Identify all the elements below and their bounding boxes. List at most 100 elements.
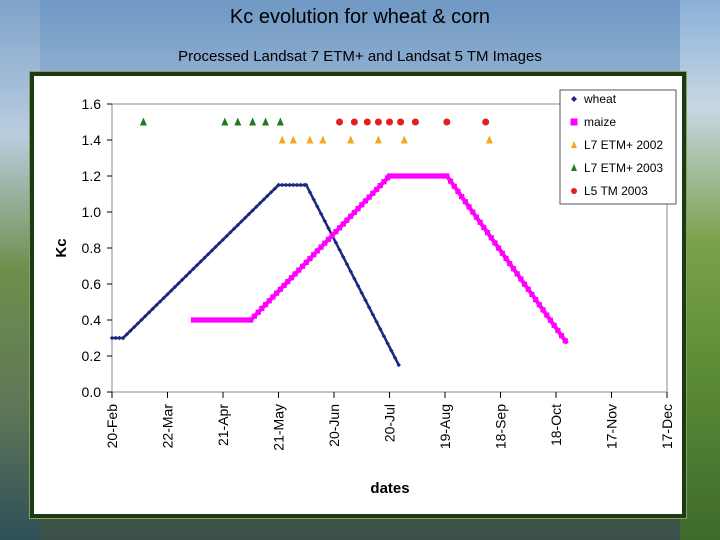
legend-label: wheat bbox=[583, 92, 617, 106]
data-point bbox=[389, 348, 394, 353]
data-point bbox=[304, 182, 309, 188]
data-point bbox=[255, 309, 261, 315]
y-tick-label: 0.6 bbox=[82, 276, 102, 292]
x-tick-label: 19-Aug bbox=[437, 404, 453, 449]
data-point bbox=[525, 286, 531, 292]
data-point bbox=[344, 262, 350, 267]
data-point bbox=[370, 312, 376, 317]
data-point bbox=[318, 244, 324, 250]
page-title: Kc evolution for wheat & corn bbox=[229, 6, 491, 28]
data-point bbox=[202, 255, 207, 261]
y-tick-label: 0.8 bbox=[82, 240, 102, 256]
legend-marker bbox=[571, 141, 577, 148]
data-point bbox=[333, 229, 339, 235]
data-point bbox=[296, 267, 302, 273]
data-point bbox=[132, 324, 137, 330]
data-point bbox=[190, 317, 196, 323]
data-point bbox=[374, 319, 379, 324]
data-point bbox=[169, 288, 174, 293]
data-point bbox=[344, 217, 350, 223]
data-point bbox=[319, 135, 327, 144]
data-point bbox=[220, 317, 226, 323]
data-point bbox=[411, 118, 419, 126]
x-tick-label: 17-Nov bbox=[604, 404, 620, 449]
data-point bbox=[348, 269, 353, 274]
data-point bbox=[423, 173, 430, 179]
data-point bbox=[326, 226, 331, 231]
data-point bbox=[228, 230, 233, 235]
data-point bbox=[276, 117, 284, 126]
data-point bbox=[180, 277, 185, 282]
data-point bbox=[243, 215, 248, 220]
data-point bbox=[161, 295, 166, 301]
data-point bbox=[294, 182, 300, 188]
data-point bbox=[224, 317, 230, 323]
data-point bbox=[303, 259, 309, 265]
data-point bbox=[551, 322, 557, 328]
data-point bbox=[377, 183, 383, 189]
data-point bbox=[221, 117, 229, 126]
x-tick-label: 17-Dec bbox=[659, 404, 675, 449]
y-tick-label: 0.2 bbox=[82, 348, 102, 364]
data-point bbox=[157, 299, 163, 304]
data-point bbox=[337, 247, 342, 252]
data-point bbox=[481, 224, 487, 231]
data-point bbox=[482, 118, 490, 126]
data-point bbox=[314, 248, 320, 254]
data-point bbox=[485, 135, 493, 144]
data-point bbox=[386, 173, 393, 179]
data-point bbox=[227, 317, 233, 323]
data-point bbox=[496, 245, 502, 251]
data-point bbox=[366, 194, 372, 200]
data-point bbox=[220, 237, 226, 242]
data-point bbox=[311, 197, 316, 202]
data-point bbox=[288, 275, 295, 281]
data-point bbox=[381, 334, 387, 339]
data-point bbox=[333, 240, 339, 245]
data-point bbox=[128, 328, 133, 333]
data-point bbox=[470, 209, 476, 215]
data-point bbox=[191, 266, 196, 271]
legend-marker bbox=[571, 96, 577, 102]
data-point bbox=[355, 283, 361, 288]
data-point bbox=[251, 313, 258, 319]
data-point bbox=[447, 178, 454, 184]
data-point bbox=[165, 292, 170, 297]
data-point bbox=[547, 317, 554, 323]
data-point bbox=[231, 226, 237, 231]
data-point bbox=[205, 317, 211, 323]
data-point bbox=[435, 173, 441, 179]
data-point bbox=[198, 259, 203, 264]
x-tick-label: 18-Sep bbox=[493, 404, 509, 449]
data-point bbox=[392, 355, 398, 360]
data-point bbox=[235, 317, 241, 323]
data-point bbox=[254, 204, 259, 210]
data-point bbox=[209, 317, 215, 323]
data-point bbox=[270, 294, 276, 300]
data-point bbox=[183, 273, 189, 279]
legend-label: L7 ETM+ 2002 bbox=[584, 138, 663, 152]
data-point bbox=[533, 297, 539, 303]
data-point bbox=[277, 286, 283, 292]
data-point bbox=[462, 199, 468, 205]
data-point bbox=[135, 321, 141, 326]
data-point bbox=[540, 307, 546, 313]
data-point bbox=[266, 298, 272, 304]
data-point bbox=[150, 306, 155, 312]
data-point bbox=[521, 281, 528, 287]
data-point bbox=[268, 190, 274, 195]
series-l5-tm-2003 bbox=[336, 118, 490, 126]
data-point bbox=[139, 117, 147, 126]
data-point bbox=[213, 244, 218, 250]
data-point bbox=[488, 235, 494, 241]
data-point bbox=[431, 173, 437, 179]
legend-label: maize bbox=[584, 115, 616, 129]
y-tick-label: 0.0 bbox=[82, 384, 102, 400]
data-point bbox=[250, 208, 255, 213]
data-point bbox=[416, 173, 422, 179]
data-point bbox=[341, 254, 346, 260]
data-point bbox=[261, 197, 266, 202]
data-point bbox=[492, 240, 498, 246]
data-point bbox=[249, 117, 257, 126]
data-point bbox=[348, 213, 354, 219]
